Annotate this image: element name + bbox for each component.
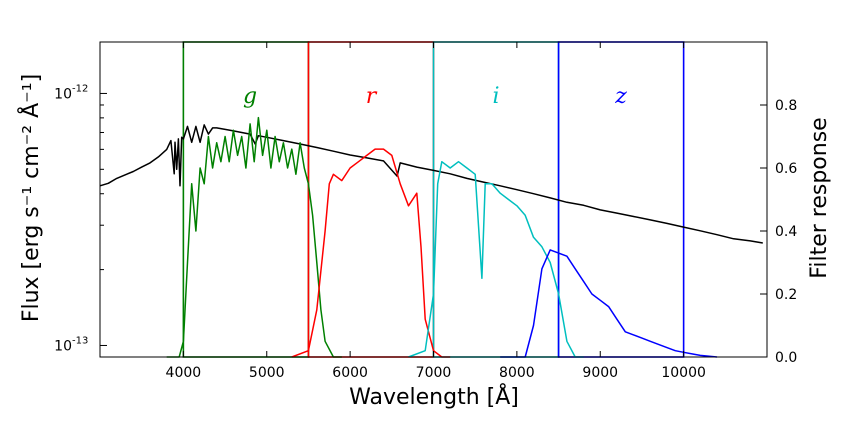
series-line-spectrum <box>99 124 763 244</box>
x-tick-label-4000: 4000 <box>166 365 202 381</box>
band-label-r: r <box>366 84 378 109</box>
y-axis-label-right: Filter response <box>807 117 832 278</box>
series-line-z <box>500 249 718 358</box>
x-tick-label-10000: 10000 <box>661 365 706 381</box>
y-left-tick-exponent-1: -13 <box>72 335 88 346</box>
series-line-r <box>291 148 451 358</box>
y-right-tick-label-4: 0.8 <box>775 98 797 114</box>
series-layer <box>99 116 763 358</box>
x-tick-label-5000: 5000 <box>249 365 285 381</box>
y-left-tick-label-1: 10 <box>54 338 72 354</box>
y-right-tick-label-3: 0.6 <box>775 161 797 177</box>
y-right-tick-label-0: 0.0 <box>775 350 797 366</box>
y-right-tick-label-2: 0.4 <box>775 224 797 240</box>
series-line-i <box>408 160 584 358</box>
x-tick-label-7000: 7000 <box>416 365 452 381</box>
band-label-z: z <box>614 84 627 109</box>
y-axis-label-left: Flux [erg s⁻¹ cm⁻² Å⁻¹] <box>17 74 44 322</box>
y-left-tick-exponent-0: -12 <box>72 83 88 94</box>
x-axis-label: Wavelength [Å] <box>349 383 519 410</box>
x-tick-label-8000: 8000 <box>499 365 535 381</box>
series-line-g <box>166 116 342 358</box>
x-tick-label-6000: 6000 <box>332 365 368 381</box>
band-label-g: g <box>243 84 257 109</box>
y-left-tick-label-0: 10 <box>54 86 72 102</box>
y-right-tick-label-1: 0.2 <box>775 287 797 303</box>
band-label-i: i <box>493 84 500 109</box>
x-tick-label-9000: 9000 <box>582 365 618 381</box>
